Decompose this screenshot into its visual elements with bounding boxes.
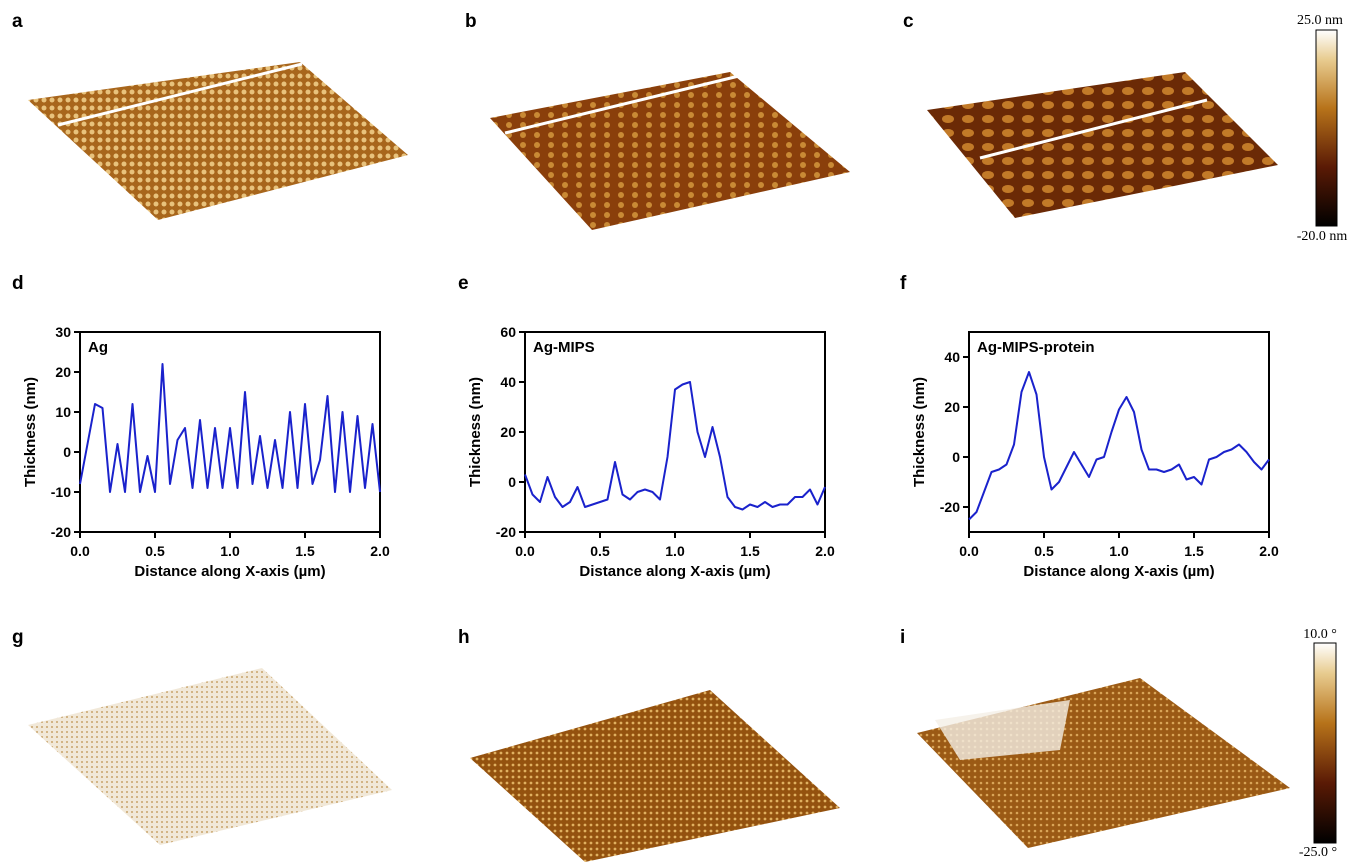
x-tick-label: 2.0	[370, 543, 390, 559]
colorbar	[1316, 30, 1337, 226]
x-axis-title: Distance along X-axis (µm)	[579, 563, 770, 580]
y-tick-label: -20	[496, 524, 516, 540]
x-tick-label: 0.5	[590, 543, 610, 559]
x-tick-label: 0.0	[70, 543, 90, 559]
x-axis-title: Distance along X-axis (µm)	[1023, 563, 1214, 580]
colorbar-max: 10.0 °	[1303, 627, 1337, 642]
x-tick-label: 0.0	[515, 543, 535, 559]
y-tick-label: 20	[500, 424, 516, 440]
y-axis-title: Thickness (nm)	[467, 377, 484, 487]
y-tick-label: -20	[51, 524, 71, 540]
line-series	[80, 364, 380, 492]
colorbar	[1314, 643, 1336, 843]
x-tick-label: 1.0	[1109, 543, 1129, 559]
y-tick-label: 0	[952, 449, 960, 465]
line-series	[525, 382, 825, 510]
colorbar-min: -25.0 °	[1299, 845, 1337, 860]
annotation: Ag-MIPS-protein	[977, 339, 1095, 356]
x-tick-label: 1.0	[220, 543, 240, 559]
annotation: Ag	[88, 339, 108, 356]
y-tick-label: 60	[500, 324, 516, 340]
afm-surface	[927, 72, 1278, 218]
x-tick-label: 1.5	[1184, 543, 1204, 559]
x-tick-label: 2.0	[1259, 543, 1279, 559]
y-axis-title: Thickness (nm)	[911, 377, 928, 487]
panel-label: g	[12, 627, 24, 648]
x-tick-label: 0.5	[145, 543, 165, 559]
panel-label: b	[465, 11, 477, 32]
afm-highlight	[935, 700, 1070, 760]
x-tick-label: 0.5	[1034, 543, 1054, 559]
x-tick-label: 2.0	[815, 543, 835, 559]
colorbar-max: 25.0 nm	[1297, 13, 1343, 28]
afm-surface	[28, 668, 392, 845]
y-tick-label: 10	[55, 404, 71, 420]
afm-surface	[917, 678, 1290, 848]
panel-label: h	[458, 627, 470, 648]
panel-label: i	[900, 627, 905, 648]
y-tick-label: 40	[500, 374, 516, 390]
panel-label: e	[458, 273, 469, 294]
y-tick-label: 0	[63, 444, 71, 460]
y-axis-title: Thickness (nm)	[22, 377, 39, 487]
y-tick-label: 40	[944, 349, 960, 365]
y-tick-label: -20	[940, 499, 960, 515]
annotation: Ag-MIPS	[533, 339, 595, 356]
colorbar-min: -20.0 nm	[1297, 229, 1348, 244]
y-tick-label: 0	[508, 474, 516, 490]
afm-surface	[490, 72, 850, 230]
afm-surfaces	[28, 62, 1290, 862]
x-axis-title: Distance along X-axis (µm)	[134, 563, 325, 580]
line-series	[969, 372, 1269, 520]
panel-label: c	[903, 11, 914, 32]
plot-frame	[969, 332, 1269, 532]
y-tick-label: -10	[51, 484, 71, 500]
x-tick-label: 1.5	[740, 543, 760, 559]
page: 25.0 nm -20.0 nm 10.0 ° -25.0 ° a b c d e f g h…	[0, 0, 1354, 866]
x-tick-label: 1.0	[665, 543, 685, 559]
panel-label: f	[900, 273, 907, 294]
y-tick-label: 30	[55, 324, 71, 340]
y-tick-label: 20	[55, 364, 71, 380]
figure: 25.0 nm -20.0 nm 10.0 ° -25.0 ° a b c d e f g h…	[0, 0, 1354, 866]
afm-surface	[470, 690, 840, 862]
y-tick-label: 20	[944, 399, 960, 415]
x-tick-label: 1.5	[295, 543, 315, 559]
panel-label: a	[12, 11, 23, 32]
x-tick-label: 0.0	[959, 543, 979, 559]
panel-label: d	[12, 273, 24, 294]
